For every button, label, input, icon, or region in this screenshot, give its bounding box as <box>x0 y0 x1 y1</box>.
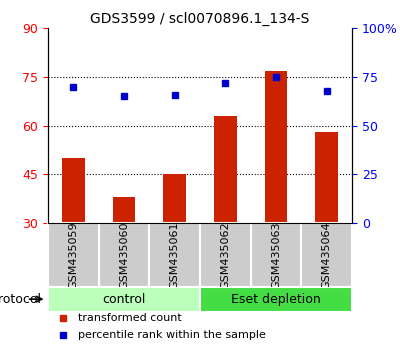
Bar <box>48 287 200 312</box>
Text: GSM435060: GSM435060 <box>119 221 129 289</box>
Bar <box>200 223 251 287</box>
Bar <box>251 223 301 287</box>
Text: control: control <box>102 293 146 306</box>
Bar <box>48 223 99 287</box>
Bar <box>149 223 200 287</box>
Text: GSM435061: GSM435061 <box>170 221 180 289</box>
Text: percentile rank within the sample: percentile rank within the sample <box>78 330 266 341</box>
Bar <box>200 287 352 312</box>
Bar <box>315 132 338 223</box>
Bar <box>214 116 237 223</box>
Bar <box>301 223 352 287</box>
Text: transformed count: transformed count <box>78 313 182 323</box>
Text: GSM435064: GSM435064 <box>322 221 332 289</box>
Bar <box>99 223 149 287</box>
Title: GDS3599 / scl0070896.1_134-S: GDS3599 / scl0070896.1_134-S <box>90 12 310 26</box>
Text: GSM435063: GSM435063 <box>271 221 281 289</box>
Text: GSM435059: GSM435059 <box>68 221 78 289</box>
Bar <box>113 197 135 223</box>
Text: GSM435062: GSM435062 <box>220 221 230 289</box>
Bar <box>62 158 85 223</box>
Text: protocol: protocol <box>0 293 42 306</box>
Bar <box>163 174 186 223</box>
Text: Eset depletion: Eset depletion <box>231 293 321 306</box>
Bar <box>265 70 287 223</box>
